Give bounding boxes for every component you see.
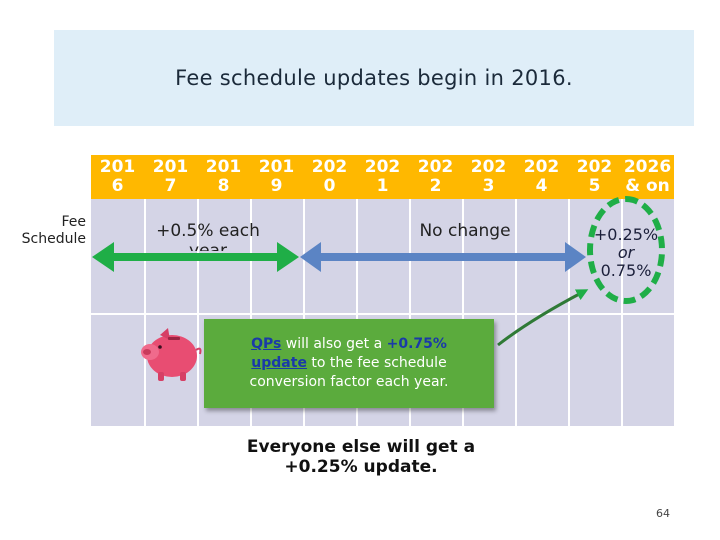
grid-line [409,155,411,426]
year-cell: 201 7 [152,157,189,196]
everyone-else-note: Everyone else will get a +0.25% update. [246,437,476,477]
piggy-bank-icon [141,328,202,381]
year-cell: 202 3 [470,157,507,196]
qp-note-box: QPs will also get a +0.75% update to the … [204,319,494,408]
year-cell: 202 1 [364,157,401,196]
page-number: 64 [656,507,670,520]
qp-note-text: QPs will also get a +0.75% update to the … [249,336,449,390]
year-cell: 202 4 [523,157,560,196]
grid-line [356,155,358,426]
grid-line [197,155,199,426]
grid-line [250,155,252,426]
year-cell: 201 8 [205,157,242,196]
year-cell: 202 5 [576,157,613,196]
row-label-fee-schedule: Fee Schedule [21,214,86,247]
year-cell: 202 2 [417,157,454,196]
grid-row-divider [91,313,674,315]
grid-line [568,155,570,426]
curved-connector-arrow [497,289,589,347]
year-cell: 202 0 [311,157,348,196]
page-title: Fee schedule updates begin in 2016. [175,66,573,90]
phase2-arrow [300,242,586,272]
title-banner: Fee schedule updates begin in 2016. [54,30,694,126]
phase1-label: +0.5% each year [156,221,260,251]
phase3-label: +0.25% or 0.75% [593,225,659,280]
year-cell: 201 9 [258,157,295,196]
grid-line [462,155,464,426]
phase2-label: No change [419,221,511,241]
grid-line [303,155,305,426]
phase3-dashed-circle [587,196,665,304]
year-header-row: 201 6 201 7 201 8 201 9 202 0 202 1 202 2 202 3 … [91,155,674,199]
year-cell: 201 6 [99,157,136,196]
grid-line [515,155,517,426]
year-cell: 2026 & on [623,157,672,196]
grid-line [144,155,146,426]
phase1-arrow [92,242,299,272]
